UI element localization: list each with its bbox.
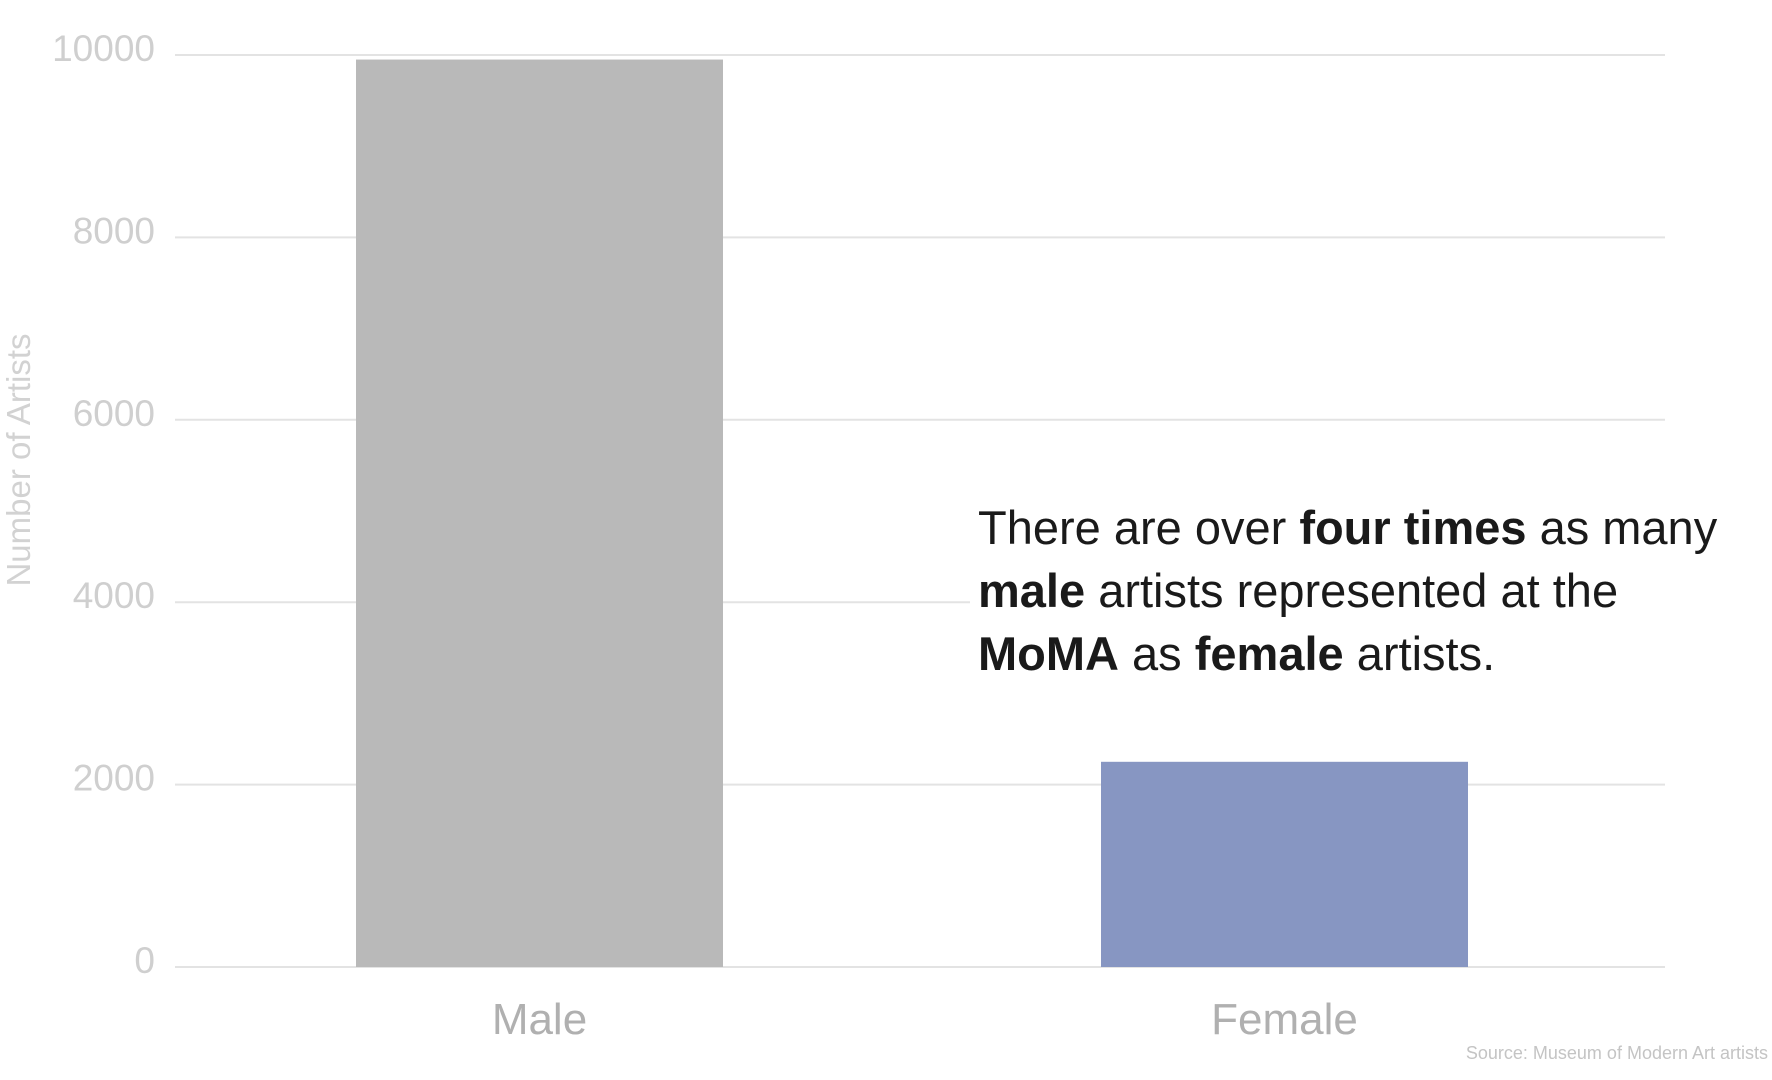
annotation-bold-4: female bbox=[1194, 627, 1344, 680]
y-tick-label: 10000 bbox=[52, 28, 155, 69]
annotation-text-5: artists. bbox=[1343, 627, 1496, 680]
annotation-text-4: as bbox=[1118, 627, 1195, 680]
annotation-bold-2: male bbox=[978, 564, 1086, 617]
bar-female bbox=[1101, 761, 1468, 967]
y-tick-label: 0 bbox=[134, 940, 155, 981]
x-tick-label: Male bbox=[492, 995, 587, 1044]
bars bbox=[356, 59, 1468, 968]
y-tick-label: 2000 bbox=[73, 758, 155, 799]
x-category-labels: Male Female bbox=[492, 995, 1358, 1044]
bar-male bbox=[356, 59, 723, 968]
annotation-bold-3: MoMA bbox=[978, 627, 1119, 680]
annotation-text: There are over four times as many male a… bbox=[970, 490, 1768, 691]
annotation-text-3: artists represented at the bbox=[1085, 564, 1619, 617]
annotation-text-1: There are over bbox=[978, 501, 1300, 554]
y-tick-labels: 0 2000 4000 6000 8000 10000 bbox=[52, 28, 155, 981]
y-tick-label: 8000 bbox=[73, 210, 155, 251]
source-note: Source: Museum of Modern Art artists bbox=[1465, 1043, 1768, 1063]
y-tick-label: 4000 bbox=[73, 575, 155, 616]
annotation-bold-1: four times bbox=[1299, 501, 1527, 554]
y-tick-label: 6000 bbox=[73, 393, 155, 434]
annotation-text-2: as many bbox=[1526, 501, 1718, 554]
x-tick-label: Female bbox=[1211, 995, 1358, 1044]
y-axis-label: Number of Artists bbox=[0, 333, 37, 586]
